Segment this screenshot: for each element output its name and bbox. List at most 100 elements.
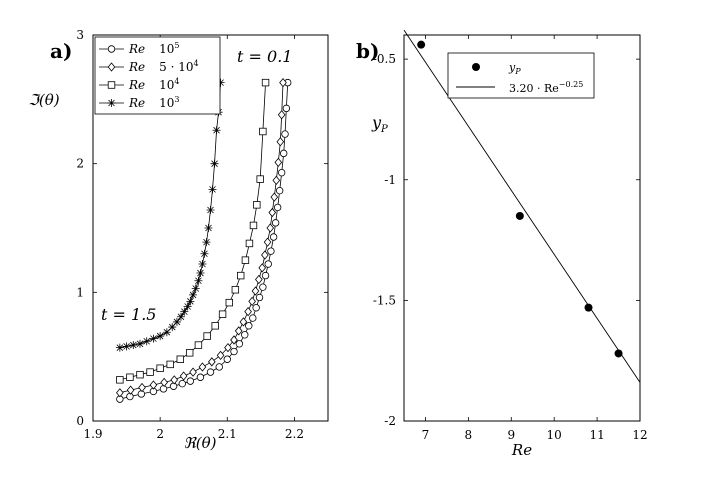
data-point (271, 219, 280, 227)
data-point (251, 286, 260, 296)
data-point (269, 233, 278, 241)
data-point (186, 377, 195, 385)
panel-a-axes-box (92, 34, 329, 422)
legend-item-re-1e5: Re 105 (128, 41, 180, 56)
data-point (208, 185, 217, 194)
panel-b-plot (403, 29, 641, 383)
data-point (245, 239, 254, 248)
data-point (208, 357, 216, 367)
y-tick-label: -2 (384, 414, 396, 428)
data-point (137, 390, 146, 398)
data-point (244, 307, 252, 317)
data-point (241, 256, 250, 264)
panel-a-ylabel: ℑ(θ) (28, 91, 59, 109)
data-point (180, 307, 189, 316)
data-point (176, 355, 184, 363)
data-point (202, 238, 211, 247)
data-point (218, 310, 227, 318)
data-point (267, 247, 275, 255)
data-point (189, 290, 198, 299)
legend-swatch-marker (107, 62, 116, 72)
panel-b-legend: yP 3.20 · Re−0.25 (447, 52, 595, 99)
data-point (196, 269, 205, 278)
data-point (176, 312, 185, 321)
data-point (203, 332, 211, 340)
panel-a-legend: Re 105 Re 5 · 104 Re 104 Re 103 (94, 36, 221, 115)
data-point (266, 223, 275, 233)
data-point (235, 340, 244, 348)
data-point (281, 130, 289, 138)
panel-b-xlabel: Re (511, 441, 532, 459)
panel-b-axes-box (403, 34, 641, 422)
data-point (255, 274, 263, 285)
data-point (239, 317, 248, 327)
data-point (198, 260, 207, 269)
data-point (237, 271, 245, 280)
data-point (156, 364, 164, 372)
data-point (178, 379, 186, 388)
data-point (268, 207, 277, 218)
data-point (256, 175, 264, 183)
data-point (264, 260, 272, 268)
legend-item-yp: yP (508, 61, 521, 76)
x-tick-label: 11 (589, 428, 604, 442)
data-point (146, 368, 154, 376)
data-point (225, 298, 233, 307)
x-tick-label: 7 (422, 428, 430, 442)
data-point (142, 337, 151, 346)
legend-item-re-1e4: Re 104 (128, 77, 180, 92)
panel-a-series (115, 77, 292, 403)
data-point (196, 373, 205, 381)
data-point (115, 343, 124, 352)
data-point (584, 303, 593, 312)
data-point (206, 205, 215, 214)
data-point (223, 355, 231, 363)
data-point (136, 370, 144, 379)
data-point (166, 360, 174, 369)
data-point (259, 283, 267, 291)
data-point (263, 237, 272, 247)
data-point (282, 104, 291, 113)
data-point (194, 341, 203, 349)
data-point (204, 224, 213, 232)
legend-swatch-marker (107, 99, 116, 107)
data-point (126, 385, 135, 395)
data-point (258, 263, 267, 273)
panel-b-ticks: 7 8 9 10 11 12 -0.5 -1 -1.5 -2 (373, 35, 648, 442)
data-point (186, 297, 195, 306)
x-tick-label: 2.1 (218, 427, 237, 441)
data-point (275, 186, 284, 195)
panel-b-label: b) (356, 39, 379, 63)
legend-swatch-marker (107, 81, 116, 89)
data-point (614, 349, 623, 358)
data-point (215, 363, 223, 371)
data-point (136, 339, 144, 348)
data-point (216, 78, 225, 87)
data-point (230, 335, 238, 345)
data-point (168, 323, 177, 332)
y-tick-label: -0.5 (373, 52, 396, 66)
y-tick-label: 3 (76, 28, 84, 42)
legend-item-fit: 3.20 · Re−0.25 (509, 80, 583, 95)
data-point (126, 373, 134, 381)
data-point (241, 331, 249, 339)
fit-line (403, 29, 641, 383)
data-point (234, 326, 243, 336)
y-tick-label: -1.5 (373, 293, 396, 307)
series-line (119, 82, 221, 349)
data-point (248, 296, 256, 306)
panel-b-ylabel-sub: P (380, 124, 388, 135)
data-point (169, 382, 178, 390)
legend-swatches (99, 45, 124, 107)
x-tick-label: 9 (507, 428, 515, 442)
data-point (249, 314, 257, 322)
data-point (270, 192, 279, 202)
data-point (206, 368, 215, 376)
data-point (179, 371, 188, 381)
series-square (116, 78, 270, 384)
data-point (189, 367, 197, 377)
data-point (185, 349, 194, 357)
data-point (261, 78, 270, 87)
